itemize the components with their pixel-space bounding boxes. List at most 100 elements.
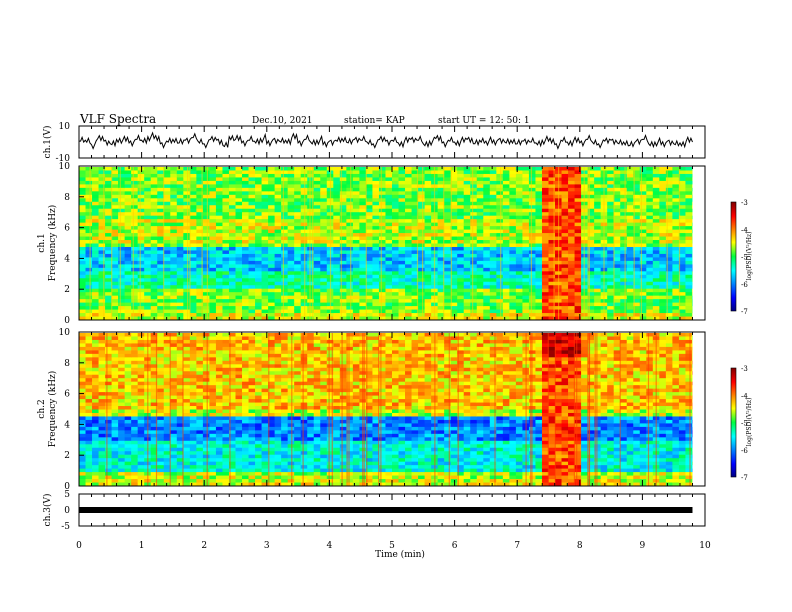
spectrogram-cell — [639, 180, 647, 185]
spectrogram-cell — [607, 313, 615, 318]
spectrogram-cell — [561, 281, 569, 286]
spectrogram-cell — [457, 180, 465, 185]
spectrogram-cell — [489, 240, 497, 245]
spectrogram-cell — [665, 250, 673, 255]
spectrogram-cell — [196, 187, 204, 192]
spectrogram-cell — [183, 260, 191, 265]
spectrogram-cell — [261, 222, 269, 227]
spectrogram-cell — [659, 260, 667, 265]
spectrogram-cell — [333, 173, 341, 179]
spectrogram-cell — [281, 274, 289, 279]
spectrogram-cell — [150, 236, 158, 241]
spectrogram-cell — [150, 167, 158, 172]
spectrogram-cell — [385, 257, 393, 262]
spectrogram-cell — [105, 385, 113, 390]
spectrogram-cell — [346, 257, 354, 262]
spectrogram-cell — [685, 184, 693, 189]
spectrogram-cell — [502, 306, 510, 311]
spectrogram-cell — [568, 316, 576, 320]
spectrogram-cell — [372, 295, 380, 300]
spectrogram-cell — [183, 212, 191, 217]
spectrogram-cell — [170, 461, 178, 466]
spectrogram-cell — [320, 236, 328, 241]
spectrogram-cell — [365, 264, 374, 269]
spectrogram-cell — [378, 246, 387, 252]
spectrogram-cell — [385, 180, 393, 185]
spectrogram-cell — [98, 350, 106, 355]
spectrogram-cell — [163, 313, 171, 318]
spectrogram-cell — [352, 173, 360, 179]
spectrogram-cell — [176, 243, 184, 248]
spectrogram-cell — [92, 271, 100, 276]
spectrogram-cell — [157, 419, 165, 425]
spectrogram-cell — [111, 243, 119, 248]
spectrogram-cell — [424, 198, 432, 203]
spectrogram-cell — [678, 285, 687, 290]
spectrogram-cell — [633, 184, 641, 189]
spectrogram-cell — [170, 402, 178, 407]
spectrogram-cell — [639, 191, 647, 196]
spectrogram-cell — [633, 167, 641, 172]
spectrogram-cell — [150, 339, 158, 345]
spectrogram-cell — [502, 180, 510, 185]
spectrogram-cell — [131, 302, 139, 307]
spectrogram-cell — [607, 170, 615, 175]
spectrogram-cell — [144, 170, 152, 175]
spectrogram-cell — [183, 167, 191, 172]
spectrogram-cell — [470, 194, 478, 199]
spectrogram-cell — [483, 229, 491, 234]
spectrogram-cell — [111, 339, 119, 345]
spectrogram-cell — [131, 454, 139, 459]
spectrogram-cell — [150, 208, 158, 213]
spectrogram-cell — [411, 208, 419, 213]
spectrogram-cell — [496, 253, 504, 259]
spectrogram-cell — [483, 243, 491, 248]
spectrogram-cell — [626, 226, 634, 231]
spectrogram-cell — [405, 240, 413, 245]
spectrogram-cell — [313, 194, 321, 199]
spectrogram-cell — [105, 226, 113, 231]
spectrogram-cell — [163, 271, 171, 276]
spectrogram-cell — [79, 177, 87, 182]
spectrogram-cell — [144, 222, 152, 227]
spectrogram-cell — [378, 205, 387, 210]
spectrogram-cell — [176, 233, 184, 238]
spectrogram-cell — [183, 267, 191, 272]
spectrogram-cell — [98, 229, 106, 234]
spectrogram-cell — [242, 243, 250, 248]
spectrogram-cell — [131, 402, 139, 407]
spectrogram-cell — [626, 173, 634, 179]
spectrogram-cell — [281, 253, 289, 259]
spectrogram-cell — [633, 208, 641, 213]
spectrogram-cell — [105, 451, 113, 456]
spectrogram-cell — [281, 219, 289, 224]
spectrogram-cell — [685, 212, 693, 217]
spectrogram-cell — [659, 246, 667, 252]
spectrogram-cell — [385, 264, 393, 269]
spectrogram-cell — [157, 267, 165, 272]
spectrogram-cell — [307, 243, 315, 248]
spectrogram-cell — [652, 292, 660, 297]
spectrogram-cell — [202, 226, 211, 231]
spectrogram-cell — [209, 288, 217, 293]
spectrogram-cell — [170, 419, 178, 425]
spectrogram-cell — [242, 201, 250, 206]
spectrogram-cell — [339, 219, 347, 224]
spectrogram-cell — [118, 295, 126, 300]
spectrogram-cell — [202, 267, 211, 272]
spectrogram-cell — [405, 316, 413, 320]
spectrogram-cell — [105, 201, 113, 206]
spectrogram-cell — [85, 205, 93, 210]
spectrogram-cell — [79, 447, 87, 452]
spectrogram-cell — [124, 212, 132, 217]
spectrogram-cell — [92, 236, 100, 241]
spectrogram-cell — [307, 260, 315, 265]
spectrogram-cell — [170, 479, 178, 484]
spectrogram-cell — [202, 170, 211, 175]
spectrogram-cell — [105, 461, 113, 466]
spectrogram-cell — [483, 302, 491, 307]
spectrogram-cell — [137, 395, 145, 400]
spectrogram-cell — [626, 299, 634, 304]
spectrogram-cell — [418, 309, 426, 314]
spectrogram-cell — [333, 271, 341, 276]
